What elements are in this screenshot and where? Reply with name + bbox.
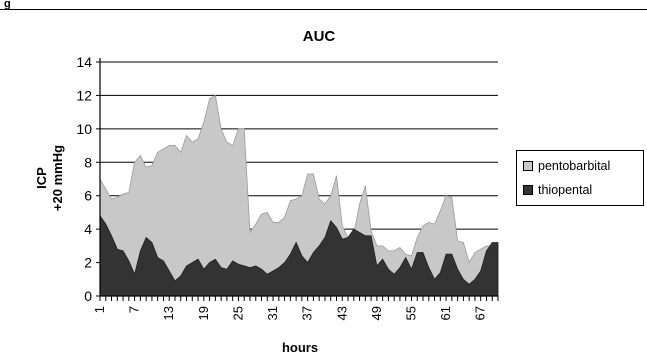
x-tick-labels: 1 7 13 19 25 31 37 43 49 55 61 67	[92, 306, 488, 320]
axes	[96, 58, 499, 301]
plot-areas	[99, 94, 499, 297]
y-tick-label: 4	[84, 221, 92, 237]
legend: pentobarbital thiopental	[516, 150, 644, 206]
x-tick-label: 7	[127, 306, 142, 313]
x-tick-label: 55	[403, 306, 418, 320]
y-tick-label: 2	[84, 255, 92, 271]
legend-swatch-pentobarbital	[523, 161, 533, 171]
x-tick-label: 13	[161, 306, 176, 320]
x-tick-label: 67	[473, 306, 488, 320]
x-tick-label: 61	[438, 306, 453, 320]
x-tick-label: 25	[230, 306, 245, 320]
x-tick-label: 31	[265, 306, 280, 320]
y-axis-label-line2: +20 mmHg	[50, 145, 65, 211]
x-tick-label: 1	[92, 306, 107, 313]
y-tick-labels: 0 2 4 6 8 10 12 14	[76, 54, 92, 304]
y-tick-label: 14	[76, 54, 92, 70]
x-tick-label: 37	[300, 306, 315, 320]
area-thiopental	[99, 214, 499, 297]
x-tick-label: 19	[196, 306, 211, 320]
x-tick-label: 43	[334, 306, 349, 320]
y-axis-label-line1: ICP	[34, 167, 49, 189]
legend-swatch-thiopental	[523, 185, 533, 195]
y-tick-label: 8	[84, 154, 92, 170]
legend-item-pentobarbital: pentobarbital	[523, 159, 610, 173]
legend-item-thiopental: thiopental	[523, 183, 592, 197]
legend-label-pentobarbital: pentobarbital	[538, 159, 611, 173]
figure-label: g	[4, 0, 11, 10]
figure-header: g	[0, 0, 647, 10]
x-axis-label: hours	[282, 340, 318, 355]
x-tick-label: 49	[369, 306, 384, 320]
y-tick-label: 6	[84, 188, 92, 204]
header-rule	[0, 9, 647, 10]
area-pentobarbital	[99, 94, 499, 297]
y-tick-label: 10	[76, 121, 92, 137]
legend-label-thiopental: thiopental	[538, 183, 593, 197]
y-tick-label: 0	[84, 288, 92, 304]
chart-title: AUC	[303, 28, 336, 45]
y-tick-label: 12	[76, 87, 92, 103]
